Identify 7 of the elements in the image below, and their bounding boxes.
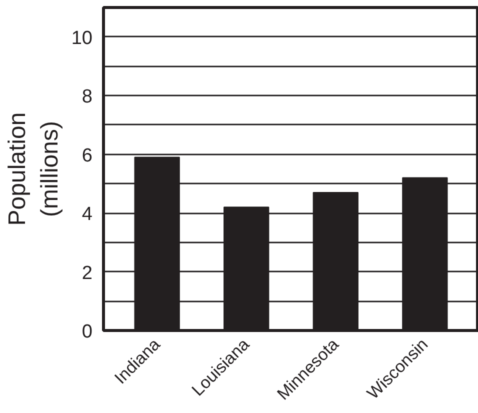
y-tick-label: 2 xyxy=(82,262,93,284)
y-tick-label: 8 xyxy=(82,86,93,108)
y-tick-label: 0 xyxy=(82,322,93,342)
y-tick-label: 10 xyxy=(71,28,93,49)
y-tick-label: 4 xyxy=(82,204,93,226)
y-tick-label: 6 xyxy=(82,145,93,166)
y-axis-title: Population (millions) xyxy=(4,112,64,226)
